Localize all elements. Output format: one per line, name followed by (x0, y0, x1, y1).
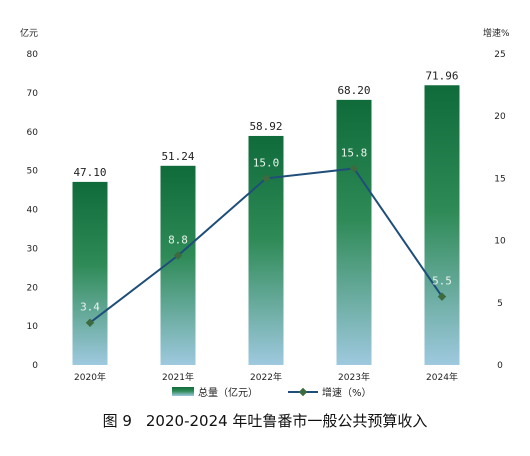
bar (248, 135, 284, 365)
left-tick-label: 60 (27, 128, 39, 138)
bar-value-label: 47.10 (73, 166, 106, 179)
growth-value-label: 15.8 (341, 146, 368, 159)
left-tick-label: 40 (27, 206, 39, 216)
right-tick-label: 20 (494, 112, 506, 122)
growth-value-label: 3.4 (80, 301, 100, 314)
bars (72, 85, 460, 366)
left-axis-ticks: 0 10 20 30 40 50 60 70 80 (27, 50, 39, 371)
right-axis-ticks: 0 5 10 15 20 25 (494, 50, 506, 371)
growth-marker (261, 174, 271, 183)
growth-line: 3.4 8.8 15.0 15.8 5.5 (80, 146, 452, 327)
bar (424, 85, 460, 366)
left-tick-label: 70 (27, 89, 39, 99)
x-tick-label: 2020年 (74, 371, 106, 383)
bar (72, 181, 108, 365)
right-tick-label: 25 (494, 50, 505, 60)
bar-value-label: 58.92 (249, 120, 282, 133)
legend-line-label: 增速（%） (322, 386, 372, 399)
left-tick-label: 50 (27, 167, 39, 177)
left-tick-label: 30 (27, 244, 39, 254)
left-axis-unit: 亿元 (20, 27, 38, 39)
chart: 亿元 增速% 0 10 20 30 40 50 60 70 80 0 5 10 15 20 25 2020… (20, 27, 510, 399)
right-tick-label: 15 (494, 174, 505, 184)
x-tick-label: 2024年 (426, 371, 458, 383)
bar-value-labels: 47.10 51.24 58.92 68.20 71.96 (73, 69, 458, 179)
left-tick-label: 20 (27, 283, 39, 293)
growth-marker (173, 251, 183, 260)
bar-value-label: 71.96 (425, 69, 458, 82)
right-tick-label: 10 (494, 237, 506, 247)
figure-title: 2020-2024 年吐鲁番市一般公共预算收入 (145, 412, 428, 430)
growth-marker (437, 292, 447, 301)
left-tick-label: 0 (32, 361, 38, 371)
x-tick-label: 2022年 (250, 371, 282, 383)
x-axis-ticks: 2020年 2021年 2022年 2023年 2024年 (74, 371, 458, 383)
figure-caption: 图 9 2020-2024 年吐鲁番市一般公共预算收入 (0, 410, 530, 431)
right-axis-unit: 增速% (483, 27, 510, 39)
bar (336, 99, 372, 365)
legend-line-marker (298, 387, 308, 397)
legend-bar-swatch (172, 387, 194, 396)
bar-value-label: 51.24 (161, 150, 194, 163)
growth-value-label: 5.5 (432, 275, 452, 288)
legend: 总量（亿元） 增速（%） (172, 386, 372, 399)
right-tick-label: 0 (497, 361, 503, 371)
figure-number: 图 9 (102, 412, 132, 430)
growth-marker (349, 164, 359, 173)
bar-value-label: 68.20 (337, 84, 370, 97)
growth-value-label: 15.0 (253, 156, 280, 169)
x-tick-label: 2021年 (162, 371, 194, 383)
left-tick-label: 10 (27, 322, 39, 332)
growth-value-label: 8.8 (168, 234, 188, 247)
right-tick-label: 5 (497, 299, 503, 309)
left-tick-label: 80 (27, 50, 39, 60)
growth-marker (85, 318, 95, 327)
legend-bar-label: 总量（亿元） (198, 386, 258, 399)
x-tick-label: 2023年 (338, 371, 370, 383)
